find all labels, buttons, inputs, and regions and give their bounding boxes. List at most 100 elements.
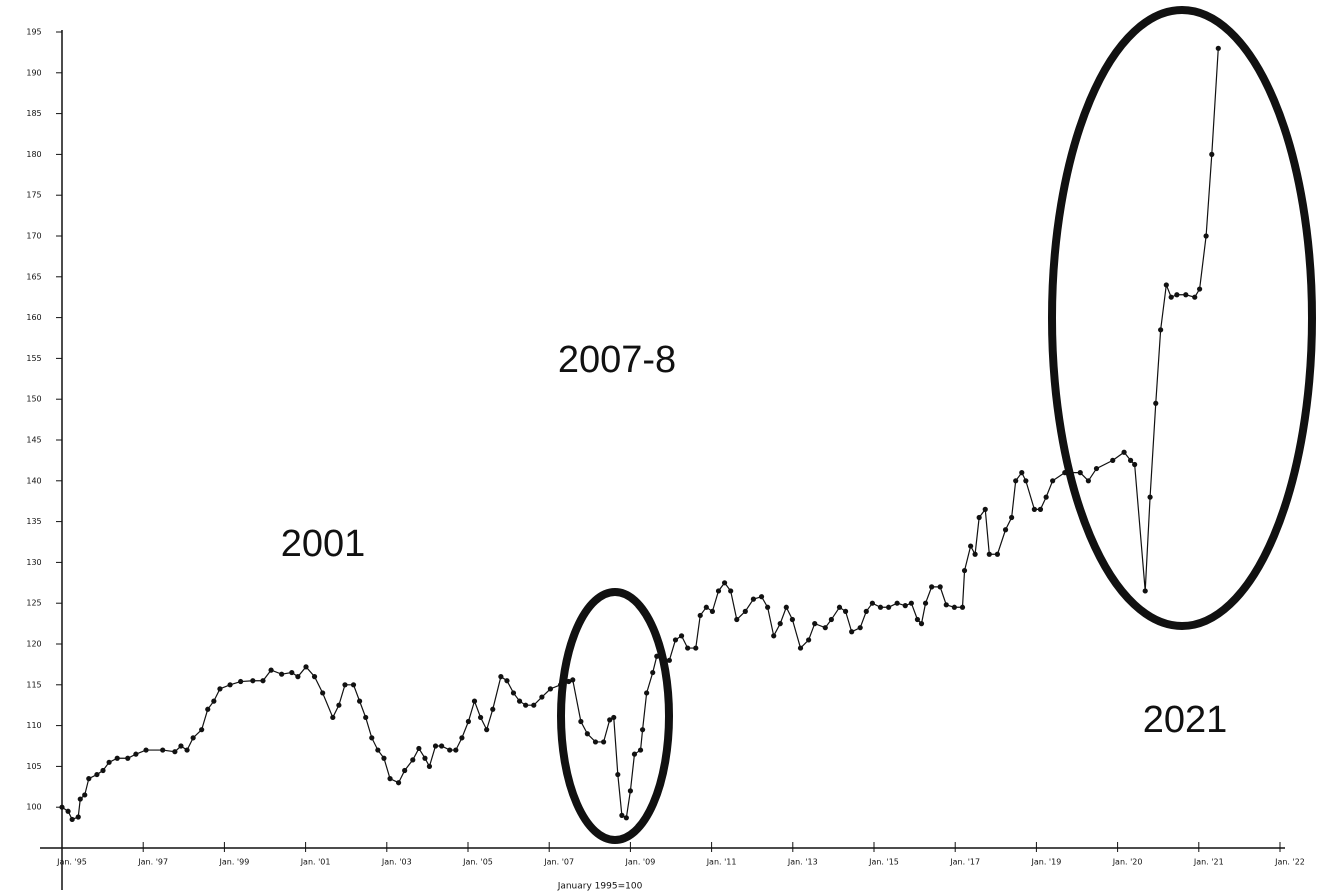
point — [994, 551, 1001, 557]
point — [75, 814, 81, 820]
point — [279, 671, 285, 677]
y-tick-label: 105 — [26, 762, 41, 771]
x-tick-label: Jan. '01 — [300, 858, 331, 867]
point — [375, 747, 381, 753]
x-tick-label: Jan. '19 — [1031, 858, 1062, 867]
point — [968, 543, 974, 549]
point — [190, 735, 196, 741]
point — [584, 731, 590, 737]
x-tick-label: Jan. '99 — [219, 858, 250, 867]
point — [976, 514, 982, 521]
annotation: 2021 — [1143, 699, 1228, 741]
x-tick-label: Jan. '13 — [787, 858, 818, 867]
point — [566, 678, 572, 685]
point — [484, 727, 490, 733]
point — [611, 714, 617, 721]
highlight-ellipse — [1048, 6, 1316, 630]
point — [490, 706, 496, 712]
point — [765, 604, 771, 610]
point — [650, 669, 656, 676]
point — [607, 717, 613, 723]
x-tick-label: Jan. '22 — [1274, 858, 1305, 867]
y-tick-label: 100 — [26, 803, 41, 812]
point — [908, 600, 914, 606]
point — [250, 678, 256, 684]
point — [432, 743, 439, 749]
point — [728, 588, 734, 594]
point — [465, 718, 472, 725]
point — [199, 727, 205, 733]
point — [363, 714, 369, 721]
y-tick-label: 190 — [26, 68, 41, 77]
x-tick-label: Jan. '09 — [625, 858, 656, 867]
point — [1019, 470, 1025, 476]
point — [350, 682, 357, 688]
point — [789, 616, 795, 623]
point — [619, 812, 625, 818]
point — [172, 749, 178, 755]
point — [601, 739, 607, 745]
point — [100, 767, 106, 774]
x-tick-label: Jan. '07 — [543, 858, 574, 867]
point — [783, 604, 789, 610]
point — [1062, 470, 1068, 476]
point — [1009, 514, 1015, 521]
point — [439, 743, 445, 749]
x-tick-label: Jan. '95 — [56, 858, 87, 867]
y-tick-label: 195 — [26, 28, 41, 37]
point — [615, 771, 621, 778]
point — [416, 745, 422, 752]
point — [311, 674, 318, 680]
point — [178, 743, 184, 749]
point — [1002, 527, 1009, 533]
point — [1192, 294, 1198, 300]
point — [1197, 286, 1203, 292]
point — [922, 600, 929, 606]
point — [369, 735, 375, 741]
point — [1127, 457, 1134, 463]
point — [320, 690, 326, 696]
y-tick-label: 120 — [26, 640, 41, 649]
point — [289, 669, 295, 676]
point — [268, 667, 274, 673]
point — [693, 645, 699, 651]
y-tick-label: 170 — [26, 232, 41, 241]
point — [1023, 478, 1029, 484]
annotation: 2001 — [281, 523, 366, 565]
point — [822, 625, 828, 631]
point — [211, 698, 217, 704]
point — [160, 747, 166, 753]
point — [402, 767, 408, 774]
point — [758, 594, 765, 600]
point — [828, 616, 834, 623]
point — [1110, 457, 1116, 463]
point — [672, 637, 679, 643]
point — [697, 612, 703, 619]
point — [260, 678, 266, 684]
point — [750, 596, 757, 602]
point — [644, 690, 650, 696]
point — [1043, 494, 1049, 500]
point — [986, 551, 992, 557]
point — [387, 776, 393, 782]
point — [459, 735, 465, 741]
point — [877, 604, 884, 610]
y-tick-label: 180 — [26, 150, 41, 159]
point — [295, 674, 301, 680]
point — [557, 682, 564, 688]
point — [516, 698, 523, 704]
point — [660, 657, 666, 663]
point — [902, 603, 908, 609]
x-tick-label: Jan. '21 — [1193, 858, 1224, 867]
point — [1077, 470, 1083, 476]
point — [771, 633, 777, 639]
point — [849, 629, 855, 635]
annotation: 2007-8 — [558, 339, 676, 381]
point — [69, 816, 75, 823]
point — [77, 796, 83, 802]
y-tick-label: 115 — [26, 680, 41, 689]
point — [637, 747, 644, 753]
point — [217, 686, 223, 692]
highlight-ellipse — [557, 588, 673, 844]
